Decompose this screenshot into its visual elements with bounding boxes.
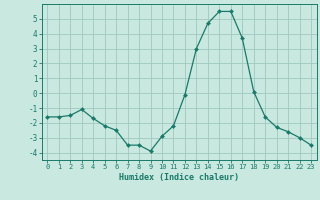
X-axis label: Humidex (Indice chaleur): Humidex (Indice chaleur) <box>119 173 239 182</box>
